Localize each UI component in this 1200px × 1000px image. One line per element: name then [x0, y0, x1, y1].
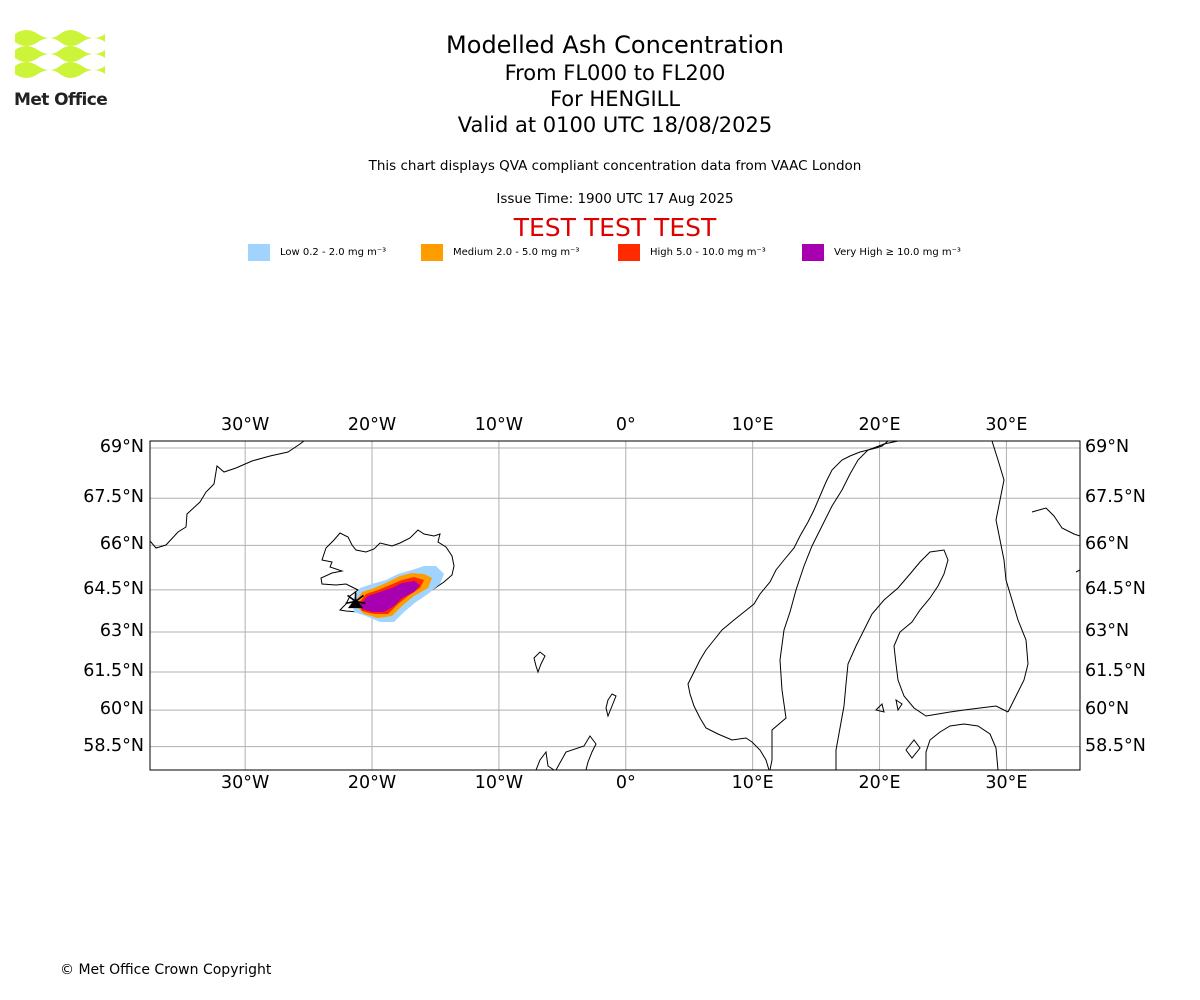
gridlines	[150, 441, 1080, 770]
lon-tick-label-bottom: 30°W	[220, 773, 270, 793]
lat-tick-label-right: 69°N	[1085, 436, 1130, 457]
legend-swatch-high	[618, 244, 640, 261]
lat-tick-label-left: 63°N	[99, 621, 144, 642]
test-banner: TEST TEST TEST	[513, 213, 717, 242]
legend-item-very-high: Very High ≥ 10.0 mg m⁻³	[802, 244, 961, 261]
lat-tick-label-left: 61.5°N	[83, 661, 144, 682]
lat-tick-label-right: 63°N	[1085, 621, 1130, 642]
lat-tick-label-left: 64.5°N	[83, 578, 144, 599]
lon-tick-label-top: 10°W	[474, 415, 524, 435]
lon-tick-label-bottom: 10°E	[731, 773, 774, 793]
legend-label-very-high: Very High ≥ 10.0 mg m⁻³	[834, 247, 961, 258]
lon-tick-label-top: 10°E	[731, 415, 774, 435]
estonia-coast	[925, 723, 999, 770]
lon-tick-label-bottom: 10°W	[474, 773, 524, 793]
ash-very-high-area	[360, 581, 420, 612]
lon-tick-label-bottom: 20°E	[858, 773, 901, 793]
chart-title: Modelled Ash Concentration	[446, 31, 784, 59]
finland-border	[991, 441, 1029, 713]
lat-tick-label-right: 60°N	[1085, 699, 1130, 720]
lat-tick-label-left: 66°N	[99, 534, 144, 555]
chart-subtitle: This chart displays QVA compliant concen…	[368, 158, 862, 174]
met-office-waves-icon	[15, 30, 105, 78]
lon-tick-label-top: 20°W	[347, 415, 397, 435]
norway-coast	[687, 441, 889, 770]
lat-tick-label-left: 58.5°N	[83, 735, 144, 756]
copyright: © Met Office Crown Copyright	[60, 962, 272, 978]
lat-tick-label-right: 58.5°N	[1085, 735, 1146, 756]
volcano-name: For HENGILL	[549, 87, 681, 111]
lon-tick-label-bottom: 20°W	[347, 773, 397, 793]
lon-tick-label-top: 30°E	[985, 415, 1028, 435]
lon-tick-label-top: 0°	[615, 415, 636, 435]
flight-levels: From FL000 to FL200	[504, 61, 726, 85]
map-frame	[149, 440, 1081, 771]
bothnia-coast	[835, 549, 1009, 770]
scotland-coast	[535, 735, 597, 770]
lon-tick-label-bottom: 0°	[615, 773, 636, 793]
lat-tick-label-left: 67.5°N	[83, 487, 144, 508]
lat-tick-label-right: 61.5°N	[1085, 661, 1146, 682]
faroe-coast	[533, 651, 546, 674]
lon-tick-label-top: 20°E	[858, 415, 901, 435]
ash-plume	[352, 566, 444, 622]
lat-tick-label-left: 69°N	[99, 436, 144, 457]
lon-tick-label-bottom: 30°E	[985, 773, 1028, 793]
legend-swatch-medium	[421, 244, 443, 261]
baltic-islands	[875, 698, 921, 759]
shetland-coast	[605, 693, 617, 718]
coastlines	[150, 441, 1080, 770]
met-office-logo: Met Office	[14, 28, 114, 112]
lat-tick-label-right: 67.5°N	[1085, 487, 1146, 508]
volcano-icon	[345, 591, 366, 609]
norway-sweden-border	[769, 441, 899, 770]
kola-coast	[1031, 507, 1080, 573]
legend-swatch-very-high	[802, 244, 824, 261]
legend-item-medium: Medium 2.0 - 5.0 mg m⁻³	[421, 244, 579, 261]
lat-tick-label-left: 60°N	[99, 699, 144, 720]
legend-item-low: Low 0.2 - 2.0 mg m⁻³	[248, 244, 386, 261]
legend-label-medium: Medium 2.0 - 5.0 mg m⁻³	[453, 247, 580, 258]
legend-swatch-low	[248, 244, 270, 261]
logo-text: Met Office	[14, 90, 108, 110]
legend-item-high: High 5.0 - 10.0 mg m⁻³	[618, 244, 766, 261]
valid-time: Valid at 0100 UTC 18/08/2025	[457, 113, 773, 137]
chart-titles: Modelled Ash Concentration From FL000 to…	[0, 30, 1200, 138]
lat-tick-label-right: 66°N	[1085, 534, 1130, 555]
legend-label-low: Low 0.2 - 2.0 mg m⁻³	[280, 247, 387, 258]
legend-label-high: High 5.0 - 10.0 mg m⁻³	[650, 247, 766, 258]
lon-tick-label-top: 30°W	[220, 415, 270, 435]
lat-tick-label-right: 64.5°N	[1085, 578, 1146, 599]
greenland-coast	[150, 441, 305, 549]
issue-time: Issue Time: 1900 UTC 17 Aug 2025	[496, 191, 734, 207]
legend: Low 0.2 - 2.0 mg m⁻³ Medium 2.0 - 5.0 mg…	[0, 244, 1200, 264]
